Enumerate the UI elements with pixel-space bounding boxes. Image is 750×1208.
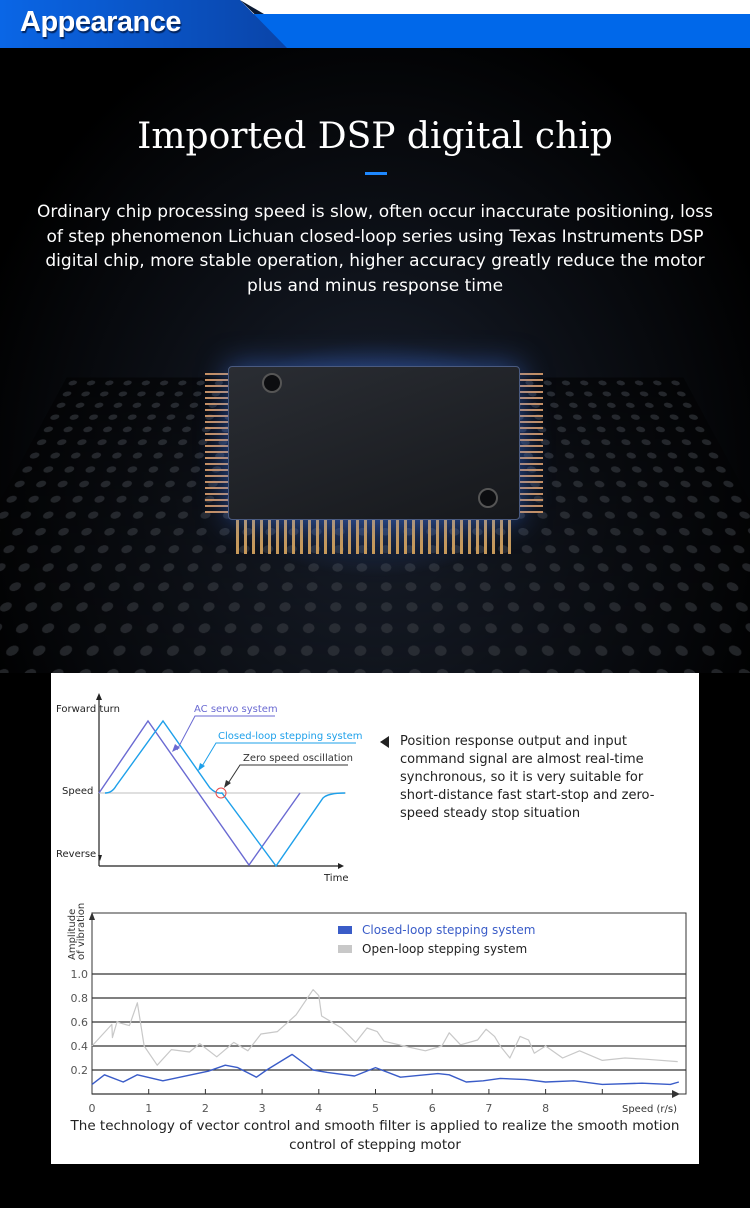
x-tick-label: 7 [485,1102,492,1115]
series-line-open-loop [91,988,678,1066]
y-tick-label: 0.6 [71,1016,89,1029]
header-tab [0,0,287,48]
y-axis-label: Amplitudeof vibration [67,903,87,960]
zero-speed-pointer [226,764,348,786]
triangle-left-icon [380,736,389,748]
speed-label: Speed [62,786,93,797]
y-tick-label: 0.2 [71,1064,89,1077]
x-axis-label: Speed (r/s) [622,1104,677,1115]
time-label: Time [323,873,348,884]
section-header: Appearance [0,0,750,48]
legend-label: Closed-loop stepping system [362,923,535,937]
reverse-label: Reverse [56,849,96,860]
x-tick-label: 2 [202,1102,209,1115]
ac-servo-label: AC servo system [194,704,278,715]
x-tick-label: 5 [372,1102,379,1115]
x-axis-arrow-icon [338,863,344,869]
closed-loop-pointer [200,742,356,769]
chip-marker [478,488,498,508]
x-tick-label: 0 [89,1102,96,1115]
chip-pins-left [205,373,229,513]
title-underline [365,172,387,175]
zero-speed-label: Zero speed oscillation [243,753,353,764]
y-axis-arrow-icon [89,912,95,920]
hero-title: Imported DSP digital chip [137,116,613,157]
response-note-text: Position response output and input comma… [400,734,655,821]
zero-speed-marker [215,787,227,799]
chip-marker [262,373,282,393]
arrow-icon [224,780,231,788]
hero-description: Ordinary chip processing speed is slow, … [37,202,713,296]
x-tick-label: 8 [542,1102,549,1115]
y-tick-label: 1.0 [71,968,89,981]
plot-frame [91,912,687,1095]
ac-servo-pointer [176,715,275,751]
series-line-closed-loop [91,1053,680,1086]
legend-swatch [338,926,352,934]
response-note: Position response output and input comma… [380,733,680,823]
y-axis-arrow-icon [96,693,102,700]
closed-loop-label: Closed-loop stepping system [218,731,363,742]
legend-label: Open-loop stepping system [362,942,527,956]
chart-caption: The technology of vector control and smo… [70,1118,680,1153]
chip-hero-image [0,48,750,673]
chip-pins-bottom [236,520,512,554]
y-tick-label: 0.4 [71,1040,89,1053]
forward-turn-label: Forward turn [56,704,120,715]
x-tick-label: 3 [259,1102,266,1115]
x-tick-label: 6 [429,1102,436,1115]
arrow-icon [198,763,205,771]
section-title: Appearance [20,6,182,38]
x-tick-label: 1 [145,1102,152,1115]
chip-pins-right [519,373,543,513]
x-tick-label: 4 [315,1102,322,1115]
legend-swatch [338,945,352,953]
charts-panel [51,673,699,1164]
arrow-icon [172,744,180,752]
ac-servo-curve [98,719,301,867]
reverse-arrow-icon [98,855,102,861]
y-tick-label: 0.8 [71,992,89,1005]
x-axis-arrow-icon [672,1090,680,1098]
